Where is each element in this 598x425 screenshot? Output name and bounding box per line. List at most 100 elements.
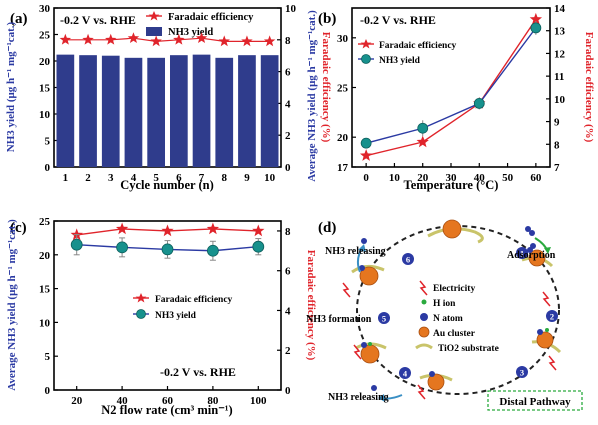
release-arrowhead-top-icon xyxy=(358,244,366,252)
ytick-left-label: 25 xyxy=(337,83,349,95)
fe-point xyxy=(161,224,174,237)
xtick-label: 40 xyxy=(474,172,486,184)
fe-point xyxy=(359,149,373,161)
n-atom-icon xyxy=(429,371,435,377)
tio2-substrate-icon xyxy=(427,227,484,244)
legend-electricity: Electricity xyxy=(433,284,475,294)
legend-fe-label: Faradaic efficiency xyxy=(379,41,457,51)
ytick-right-label: 11 xyxy=(554,71,564,83)
nh3-point xyxy=(206,244,219,257)
ytick-right-label: 0 xyxy=(285,162,291,174)
ytick-right-label: 8 xyxy=(285,226,291,238)
panel-a-ylabel-right: Faradaic efficiency (%) xyxy=(320,32,332,143)
electricity-icon xyxy=(353,344,362,360)
xtick-label: 40 xyxy=(117,395,129,407)
adsorption-arrowhead-icon xyxy=(544,247,551,254)
fe-point xyxy=(82,33,94,45)
legend-nh3-label: NH3 yield xyxy=(168,27,213,38)
step-1-label: 1 xyxy=(520,249,524,259)
panel-b-frame xyxy=(351,7,551,168)
site-bottom xyxy=(419,371,453,391)
fe-point xyxy=(115,222,129,235)
panel-b-legend: Faradaic efficiency NH3 yield xyxy=(358,39,457,66)
panel-c-condition: -0.2 V vs. RHE xyxy=(160,365,236,379)
legend-nh3-label: NH3 yield xyxy=(379,56,421,66)
panel-d: (d) xyxy=(306,219,583,411)
electricity-icon xyxy=(417,384,426,400)
ytick-right-label: 8 xyxy=(554,139,560,151)
au-cluster-icon xyxy=(536,331,554,349)
tio2-substrate-icon xyxy=(351,265,385,274)
legend-bar-swatch xyxy=(146,27,162,36)
panel-a-xlabel: Cycle number (n) xyxy=(120,178,214,192)
site-top-right xyxy=(521,243,554,268)
panel-c-ylabel-right: Faradaic efficiency (%) xyxy=(305,250,317,361)
xtick-label: 8 xyxy=(222,172,228,184)
fe-point xyxy=(173,33,185,45)
xtick-label: 80 xyxy=(207,395,219,407)
fe-point xyxy=(150,35,162,47)
xtick-label: 6 xyxy=(176,172,182,184)
panel-b-ylabel: Average NH3 yield (μg h⁻¹ mg⁻¹cat.) xyxy=(306,10,318,182)
ytick-right-label: 6 xyxy=(285,67,291,79)
bar xyxy=(101,55,120,168)
ytick-left-label: 25 xyxy=(39,30,51,42)
xtick-label: 20 xyxy=(71,395,83,407)
panel-c-marks: 0 5 10 15 20 25 0 2 4 6 8 20 40 60 80 100 xyxy=(39,216,291,407)
panel-c-ylabel: Average NH3 yield (μg h⁻¹ mg⁻¹cat.) xyxy=(6,219,18,391)
nh3-line xyxy=(365,27,537,144)
xtick-label: 30 xyxy=(446,172,458,184)
ytick-left-label: 15 xyxy=(39,83,51,95)
electricity-icon xyxy=(548,355,557,371)
fe-point xyxy=(206,222,220,235)
legend-nh3-marker-icon xyxy=(361,54,371,64)
bar xyxy=(215,57,234,167)
fe-point xyxy=(195,32,208,44)
legend-fe-label: Faradaic efficiency xyxy=(168,12,254,23)
step-5-marker xyxy=(378,312,390,324)
pathway-arrows xyxy=(356,226,551,402)
fe-point xyxy=(59,33,72,45)
legend-h-ion-icon xyxy=(421,299,427,305)
ytick-right-label: 2 xyxy=(285,130,291,142)
panel-c-xlabel: N2 flow rate (cm³ min⁻¹) xyxy=(101,403,232,417)
nh3-molecule-icon xyxy=(371,385,377,391)
nh3-point xyxy=(530,22,542,34)
xtick-label: 60 xyxy=(530,172,542,184)
step-markers: 1 2 3 4 5 6 xyxy=(378,247,558,379)
ytick-right-label: 0 xyxy=(285,385,291,397)
ytick-left-label: 0 xyxy=(45,385,51,397)
electricity-bolts xyxy=(342,282,557,400)
bar xyxy=(192,54,211,167)
legend-fe-star-icon xyxy=(360,39,372,49)
bar xyxy=(238,55,256,167)
bar xyxy=(79,55,97,167)
fe-line xyxy=(65,37,270,42)
au-cluster-icon xyxy=(528,249,546,267)
panel-b-ylabel-right: Faradaic efficiency (%) xyxy=(583,32,595,143)
ytick-left-label: 20 xyxy=(39,56,51,68)
electricity-icon xyxy=(542,291,551,307)
step-2-marker xyxy=(546,310,558,322)
xtick-label: 3 xyxy=(108,172,114,184)
distal-pathway-title: Distal Pathway xyxy=(499,396,571,408)
step-6-marker xyxy=(402,253,414,265)
panel-b-xlabel: Temperature (°C) xyxy=(404,178,499,192)
legend-fe-star-icon xyxy=(148,11,160,21)
panel-a-label: (a) xyxy=(10,11,28,27)
ytick-left-label: 30 xyxy=(39,3,51,15)
xtick-label: 10 xyxy=(389,172,401,184)
bar xyxy=(56,54,75,167)
nh3-point xyxy=(417,122,429,134)
au-cluster-icon xyxy=(442,219,462,239)
step-3-marker xyxy=(516,366,528,378)
ytick-right-label: 6 xyxy=(285,266,291,278)
panel-a-condition: -0.2 V vs. RHE xyxy=(60,13,136,27)
ytick-left-label: 20 xyxy=(337,132,349,144)
fe-point xyxy=(218,35,230,47)
legend-nh3-marker-icon xyxy=(136,309,146,319)
ytick-left-label: 10 xyxy=(39,317,51,329)
legend-electricity-icon xyxy=(419,280,428,296)
ytick-right-label: 4 xyxy=(285,98,291,110)
